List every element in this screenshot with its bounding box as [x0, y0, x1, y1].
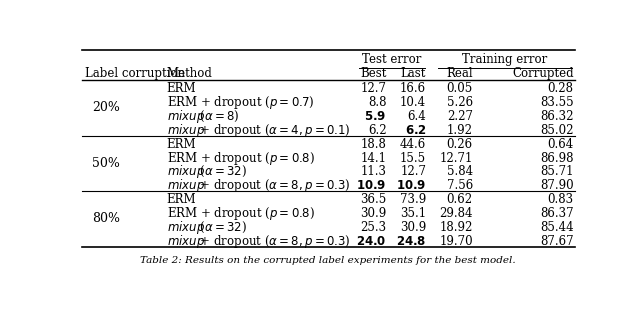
Text: Last: Last [401, 67, 426, 80]
Text: Corrupted: Corrupted [512, 67, 573, 80]
Text: 1.92: 1.92 [447, 124, 473, 137]
Text: ERM + dropout ($p = 0.8$): ERM + dropout ($p = 0.8$) [167, 205, 315, 222]
Text: $\mathit{mixup}$: $\mathit{mixup}$ [167, 177, 205, 194]
Text: 5.26: 5.26 [447, 96, 473, 109]
Text: $\mathbf{24.8}$: $\mathbf{24.8}$ [396, 235, 426, 248]
Text: ($\alpha = 32$): ($\alpha = 32$) [196, 220, 247, 235]
Text: 7.56: 7.56 [447, 179, 473, 192]
Text: 85.71: 85.71 [540, 165, 573, 178]
Text: 35.1: 35.1 [400, 207, 426, 220]
Text: $\mathbf{6.2}$: $\mathbf{6.2}$ [405, 124, 426, 137]
Text: $\mathbf{5.9}$: $\mathbf{5.9}$ [364, 110, 387, 123]
Text: 0.64: 0.64 [547, 138, 573, 151]
Text: + dropout ($\alpha = 4, p = 0.1$): + dropout ($\alpha = 4, p = 0.1$) [196, 122, 350, 139]
Text: 11.3: 11.3 [360, 165, 387, 178]
Text: 50%: 50% [92, 157, 120, 170]
Text: + dropout ($\alpha = 8, p = 0.3$): + dropout ($\alpha = 8, p = 0.3$) [196, 177, 350, 194]
Text: $\mathit{mixup}$: $\mathit{mixup}$ [167, 219, 205, 236]
Text: 12.71: 12.71 [440, 152, 473, 164]
Text: $\mathbf{10.9}$: $\mathbf{10.9}$ [396, 179, 426, 192]
Text: 30.9: 30.9 [360, 207, 387, 220]
Text: 15.5: 15.5 [400, 152, 426, 164]
Text: + dropout ($\alpha = 8, p = 0.3$): + dropout ($\alpha = 8, p = 0.3$) [196, 233, 350, 250]
Text: 83.55: 83.55 [540, 96, 573, 109]
Text: 86.37: 86.37 [540, 207, 573, 220]
Text: 85.02: 85.02 [540, 124, 573, 137]
Text: 87.67: 87.67 [540, 235, 573, 248]
Text: 36.5: 36.5 [360, 193, 387, 206]
Text: 87.90: 87.90 [540, 179, 573, 192]
Text: 29.84: 29.84 [439, 207, 473, 220]
Text: 73.9: 73.9 [400, 193, 426, 206]
Text: 85.44: 85.44 [540, 221, 573, 234]
Text: 86.98: 86.98 [540, 152, 573, 164]
Text: 18.8: 18.8 [361, 138, 387, 151]
Text: ($\alpha = 8$): ($\alpha = 8$) [196, 109, 239, 124]
Text: 0.05: 0.05 [447, 82, 473, 95]
Text: 14.1: 14.1 [360, 152, 387, 164]
Text: Training error: Training error [462, 53, 547, 66]
Text: 20%: 20% [92, 101, 120, 114]
Text: 6.2: 6.2 [368, 124, 387, 137]
Text: ERM + dropout ($p = 0.7$): ERM + dropout ($p = 0.7$) [167, 94, 314, 111]
Text: Label corruption: Label corruption [85, 67, 185, 80]
Text: 5.84: 5.84 [447, 165, 473, 178]
Text: 2.27: 2.27 [447, 110, 473, 123]
Text: 12.7: 12.7 [400, 165, 426, 178]
Text: 0.83: 0.83 [547, 193, 573, 206]
Text: 86.32: 86.32 [540, 110, 573, 123]
Text: ERM + dropout ($p = 0.8$): ERM + dropout ($p = 0.8$) [167, 150, 315, 166]
Text: 0.26: 0.26 [447, 138, 473, 151]
Text: 10.4: 10.4 [400, 96, 426, 109]
Text: $\mathit{mixup}$: $\mathit{mixup}$ [167, 233, 205, 250]
Text: 25.3: 25.3 [360, 221, 387, 234]
Text: 8.8: 8.8 [368, 96, 387, 109]
Text: 80%: 80% [92, 212, 120, 225]
Text: Method: Method [167, 67, 212, 80]
Text: 30.9: 30.9 [400, 221, 426, 234]
Text: $\mathit{mixup}$: $\mathit{mixup}$ [167, 108, 205, 125]
Text: Best: Best [360, 67, 387, 80]
Text: $\mathbf{24.0}$: $\mathbf{24.0}$ [356, 235, 387, 248]
Text: 18.92: 18.92 [440, 221, 473, 234]
Text: 44.6: 44.6 [400, 138, 426, 151]
Text: ($\alpha = 32$): ($\alpha = 32$) [196, 164, 247, 180]
Text: Test error: Test error [362, 53, 421, 66]
Text: 0.62: 0.62 [447, 193, 473, 206]
Text: 6.4: 6.4 [408, 110, 426, 123]
Text: $\mathit{mixup}$: $\mathit{mixup}$ [167, 164, 205, 180]
Text: ERM: ERM [167, 193, 196, 206]
Text: $\mathbf{10.9}$: $\mathbf{10.9}$ [356, 179, 387, 192]
Text: 12.7: 12.7 [360, 82, 387, 95]
Text: Table 2: Results on the corrupted label experiments for the best model.: Table 2: Results on the corrupted label … [140, 256, 516, 265]
Text: Real: Real [446, 67, 473, 80]
Text: $\mathit{mixup}$: $\mathit{mixup}$ [167, 122, 205, 139]
Text: ERM: ERM [167, 138, 196, 151]
Text: 0.28: 0.28 [548, 82, 573, 95]
Text: 16.6: 16.6 [400, 82, 426, 95]
Text: ERM: ERM [167, 82, 196, 95]
Text: 19.70: 19.70 [439, 235, 473, 248]
